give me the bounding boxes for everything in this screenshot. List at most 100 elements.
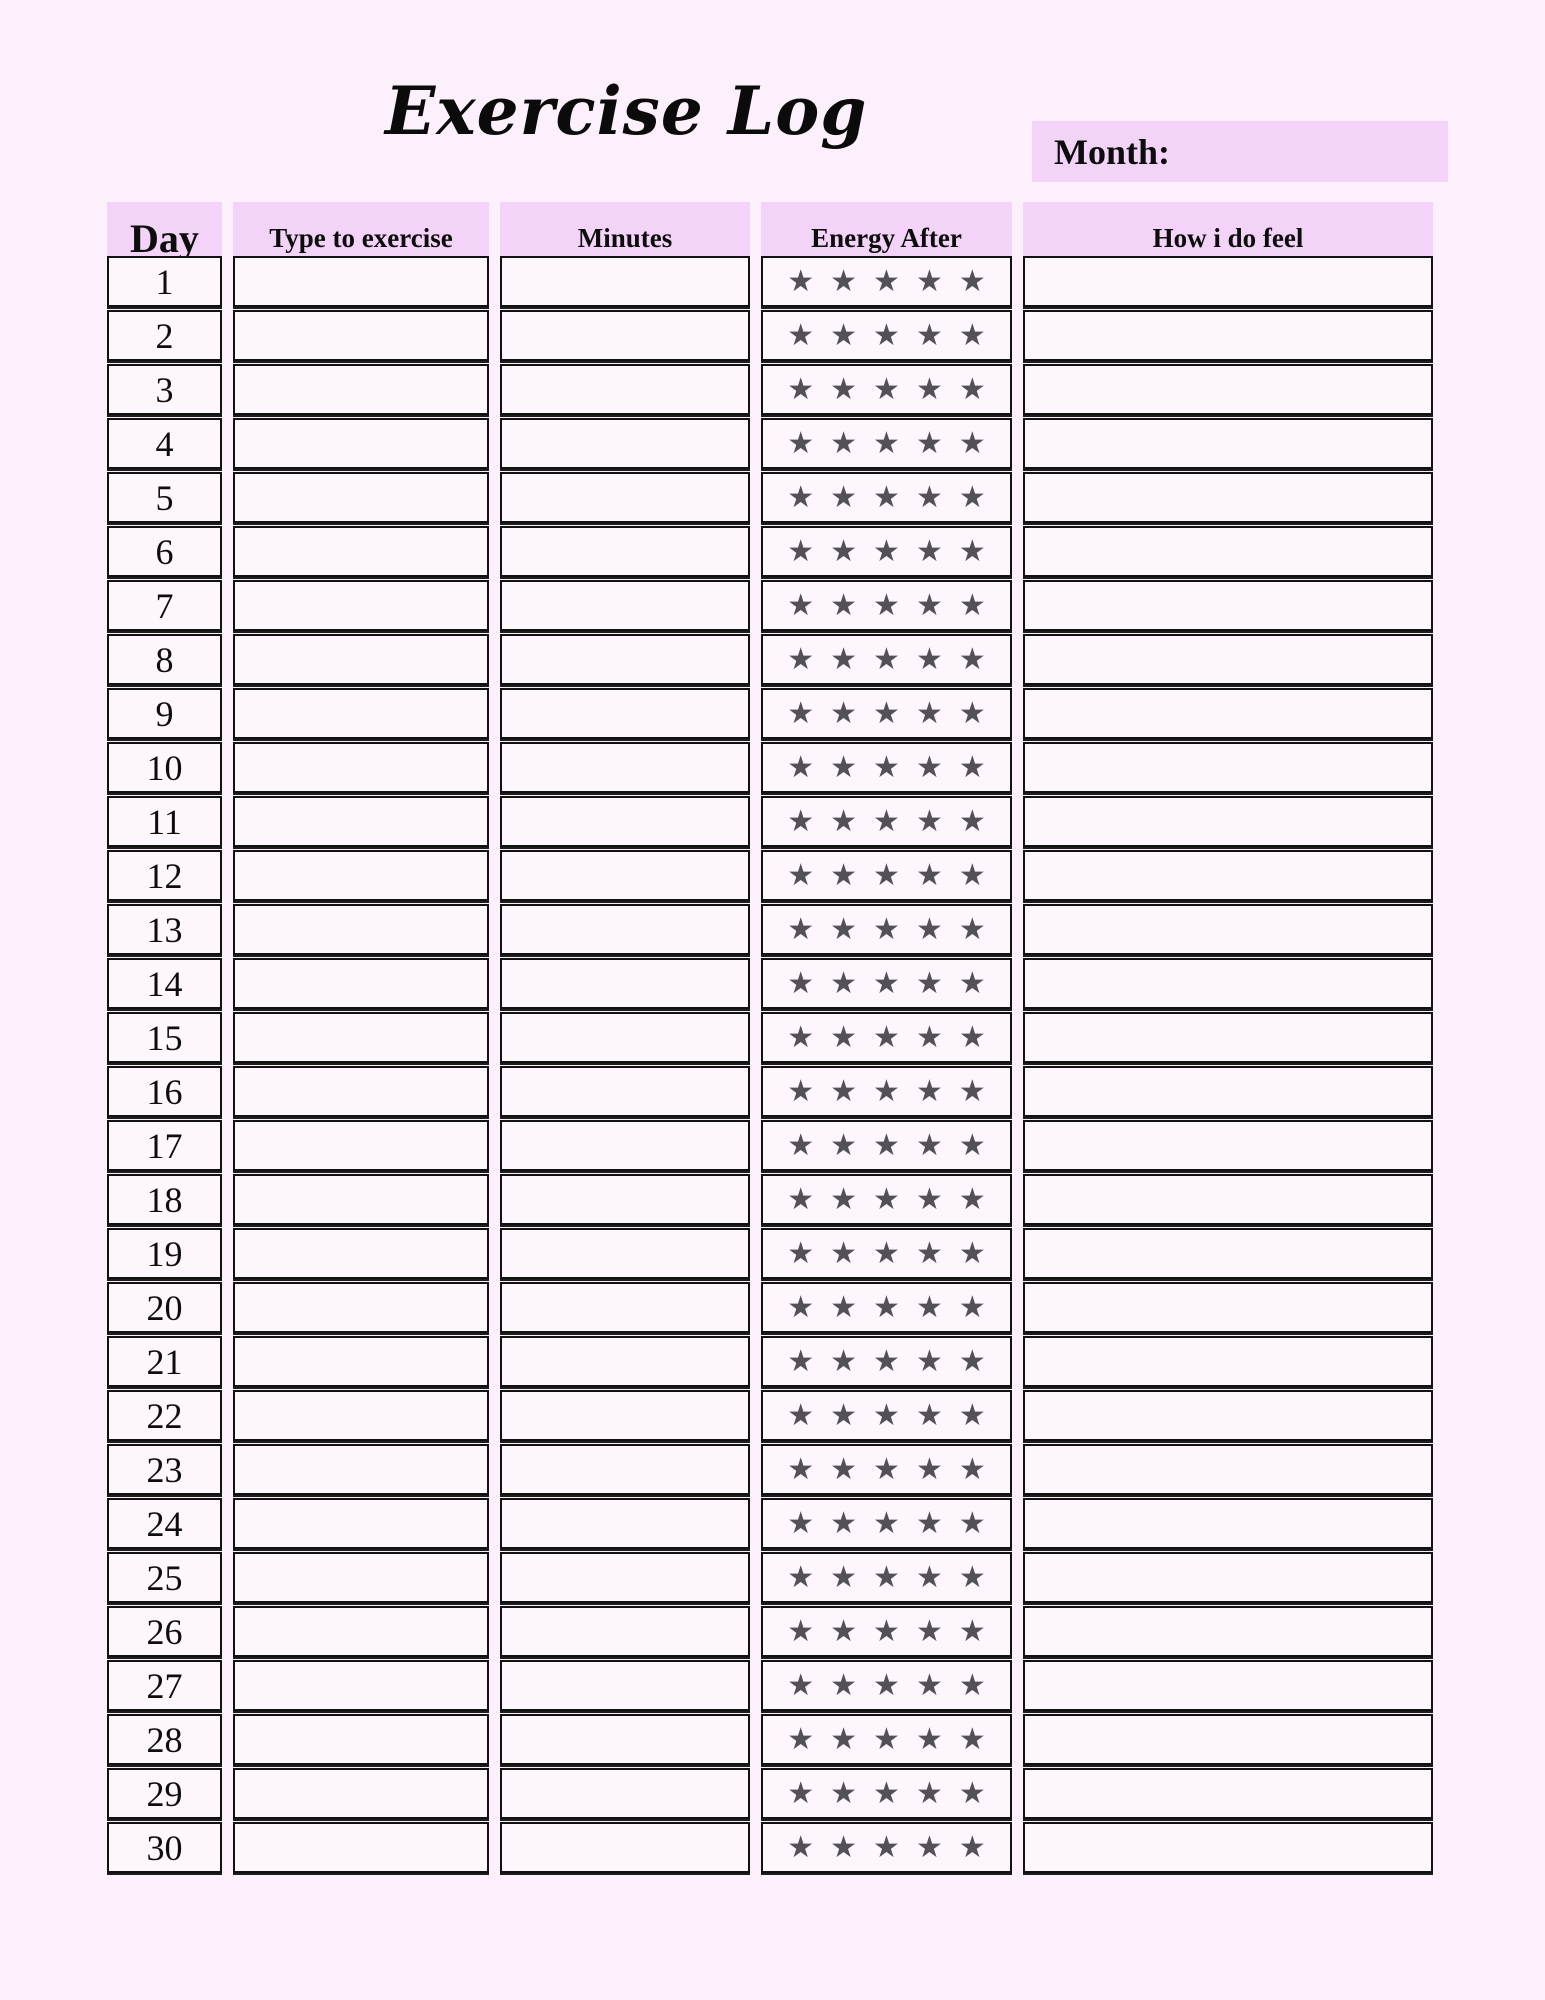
energy-rating[interactable]: ★ ★ ★ ★ ★ bbox=[761, 1714, 1012, 1765]
star-icon[interactable]: ★ bbox=[873, 263, 900, 299]
star-icon[interactable]: ★ bbox=[787, 1127, 815, 1163]
type-input-cell[interactable] bbox=[233, 1768, 489, 1819]
type-input-cell[interactable] bbox=[233, 1174, 489, 1225]
minutes-input-cell[interactable] bbox=[500, 1066, 750, 1117]
month-input[interactable] bbox=[1170, 121, 1448, 182]
star-icon[interactable]: ★ bbox=[787, 1775, 815, 1811]
feel-input-cell[interactable] bbox=[1023, 850, 1433, 901]
minutes-input-cell[interactable] bbox=[500, 904, 750, 955]
star-icon[interactable]: ★ bbox=[958, 587, 986, 623]
star-icon[interactable]: ★ bbox=[830, 1019, 858, 1055]
star-icon[interactable]: ★ bbox=[873, 1127, 900, 1163]
feel-input-cell[interactable] bbox=[1023, 1768, 1433, 1819]
feel-input-cell[interactable] bbox=[1023, 580, 1433, 631]
feel-input-cell[interactable] bbox=[1023, 796, 1433, 847]
star-icon[interactable]: ★ bbox=[915, 1505, 943, 1541]
type-input-cell[interactable] bbox=[233, 256, 489, 307]
star-icon[interactable]: ★ bbox=[915, 1721, 943, 1757]
minutes-input-cell[interactable] bbox=[500, 472, 750, 523]
star-icon[interactable]: ★ bbox=[873, 857, 900, 893]
star-icon[interactable]: ★ bbox=[830, 1235, 858, 1271]
star-icon[interactable]: ★ bbox=[958, 1181, 986, 1217]
star-icon[interactable]: ★ bbox=[958, 1397, 986, 1433]
minutes-input-cell[interactable] bbox=[500, 796, 750, 847]
feel-input-cell[interactable] bbox=[1023, 1660, 1433, 1711]
type-input-cell[interactable] bbox=[233, 1822, 489, 1873]
minutes-input-cell[interactable] bbox=[500, 580, 750, 631]
type-input-cell[interactable] bbox=[233, 580, 489, 631]
feel-input-cell[interactable] bbox=[1023, 904, 1433, 955]
star-icon[interactable]: ★ bbox=[915, 1289, 943, 1325]
feel-input-cell[interactable] bbox=[1023, 634, 1433, 685]
star-icon[interactable]: ★ bbox=[958, 1343, 986, 1379]
star-icon[interactable]: ★ bbox=[787, 1721, 815, 1757]
star-icon[interactable]: ★ bbox=[787, 263, 815, 299]
energy-rating[interactable]: ★ ★ ★ ★ ★ bbox=[761, 688, 1012, 739]
star-icon[interactable]: ★ bbox=[958, 911, 986, 947]
star-icon[interactable]: ★ bbox=[787, 1505, 815, 1541]
minutes-input-cell[interactable] bbox=[500, 1444, 750, 1495]
star-icon[interactable]: ★ bbox=[915, 1397, 943, 1433]
star-icon[interactable]: ★ bbox=[873, 1829, 900, 1865]
feel-input-cell[interactable] bbox=[1023, 1444, 1433, 1495]
star-icon[interactable]: ★ bbox=[873, 1181, 900, 1217]
feel-input-cell[interactable] bbox=[1023, 1228, 1433, 1279]
type-input-cell[interactable] bbox=[233, 958, 489, 1009]
minutes-input-cell[interactable] bbox=[500, 310, 750, 361]
type-input-cell[interactable] bbox=[233, 688, 489, 739]
star-icon[interactable]: ★ bbox=[915, 371, 943, 407]
minutes-input-cell[interactable] bbox=[500, 1498, 750, 1549]
minutes-input-cell[interactable] bbox=[500, 364, 750, 415]
star-icon[interactable]: ★ bbox=[873, 965, 900, 1001]
star-icon[interactable]: ★ bbox=[787, 641, 815, 677]
star-icon[interactable]: ★ bbox=[787, 965, 815, 1001]
star-icon[interactable]: ★ bbox=[787, 587, 815, 623]
type-input-cell[interactable] bbox=[233, 1606, 489, 1657]
star-icon[interactable]: ★ bbox=[830, 587, 858, 623]
minutes-input-cell[interactable] bbox=[500, 1714, 750, 1765]
star-icon[interactable]: ★ bbox=[787, 1667, 815, 1703]
energy-rating[interactable]: ★ ★ ★ ★ ★ bbox=[761, 472, 1012, 523]
energy-rating[interactable]: ★ ★ ★ ★ ★ bbox=[761, 1066, 1012, 1117]
star-icon[interactable]: ★ bbox=[830, 695, 858, 731]
star-icon[interactable]: ★ bbox=[787, 695, 815, 731]
star-icon[interactable]: ★ bbox=[787, 1397, 815, 1433]
feel-input-cell[interactable] bbox=[1023, 418, 1433, 469]
minutes-input-cell[interactable] bbox=[500, 1282, 750, 1333]
star-icon[interactable]: ★ bbox=[873, 533, 900, 569]
feel-input-cell[interactable] bbox=[1023, 1498, 1433, 1549]
type-input-cell[interactable] bbox=[233, 796, 489, 847]
star-icon[interactable]: ★ bbox=[873, 1559, 900, 1595]
energy-rating[interactable]: ★ ★ ★ ★ ★ bbox=[761, 796, 1012, 847]
star-icon[interactable]: ★ bbox=[830, 803, 858, 839]
star-icon[interactable]: ★ bbox=[830, 1397, 858, 1433]
energy-rating[interactable]: ★ ★ ★ ★ ★ bbox=[761, 1768, 1012, 1819]
star-icon[interactable]: ★ bbox=[873, 641, 900, 677]
minutes-input-cell[interactable] bbox=[500, 634, 750, 685]
star-icon[interactable]: ★ bbox=[873, 1289, 900, 1325]
type-input-cell[interactable] bbox=[233, 1336, 489, 1387]
star-icon[interactable]: ★ bbox=[787, 857, 815, 893]
type-input-cell[interactable] bbox=[233, 1498, 489, 1549]
energy-rating[interactable]: ★ ★ ★ ★ ★ bbox=[761, 1390, 1012, 1441]
minutes-input-cell[interactable] bbox=[500, 1390, 750, 1441]
star-icon[interactable]: ★ bbox=[830, 317, 858, 353]
star-icon[interactable]: ★ bbox=[873, 1721, 900, 1757]
energy-rating[interactable]: ★ ★ ★ ★ ★ bbox=[761, 1606, 1012, 1657]
star-icon[interactable]: ★ bbox=[830, 1613, 858, 1649]
star-icon[interactable]: ★ bbox=[873, 1073, 900, 1109]
star-icon[interactable]: ★ bbox=[958, 1127, 986, 1163]
star-icon[interactable]: ★ bbox=[873, 1505, 900, 1541]
star-icon[interactable]: ★ bbox=[958, 263, 986, 299]
star-icon[interactable]: ★ bbox=[915, 425, 943, 461]
star-icon[interactable]: ★ bbox=[958, 1019, 986, 1055]
star-icon[interactable]: ★ bbox=[915, 857, 943, 893]
type-input-cell[interactable] bbox=[233, 1714, 489, 1765]
star-icon[interactable]: ★ bbox=[873, 911, 900, 947]
star-icon[interactable]: ★ bbox=[873, 749, 900, 785]
star-icon[interactable]: ★ bbox=[958, 1667, 986, 1703]
star-icon[interactable]: ★ bbox=[915, 1559, 943, 1595]
feel-input-cell[interactable] bbox=[1023, 1714, 1433, 1765]
star-icon[interactable]: ★ bbox=[873, 1667, 900, 1703]
star-icon[interactable]: ★ bbox=[830, 1343, 858, 1379]
